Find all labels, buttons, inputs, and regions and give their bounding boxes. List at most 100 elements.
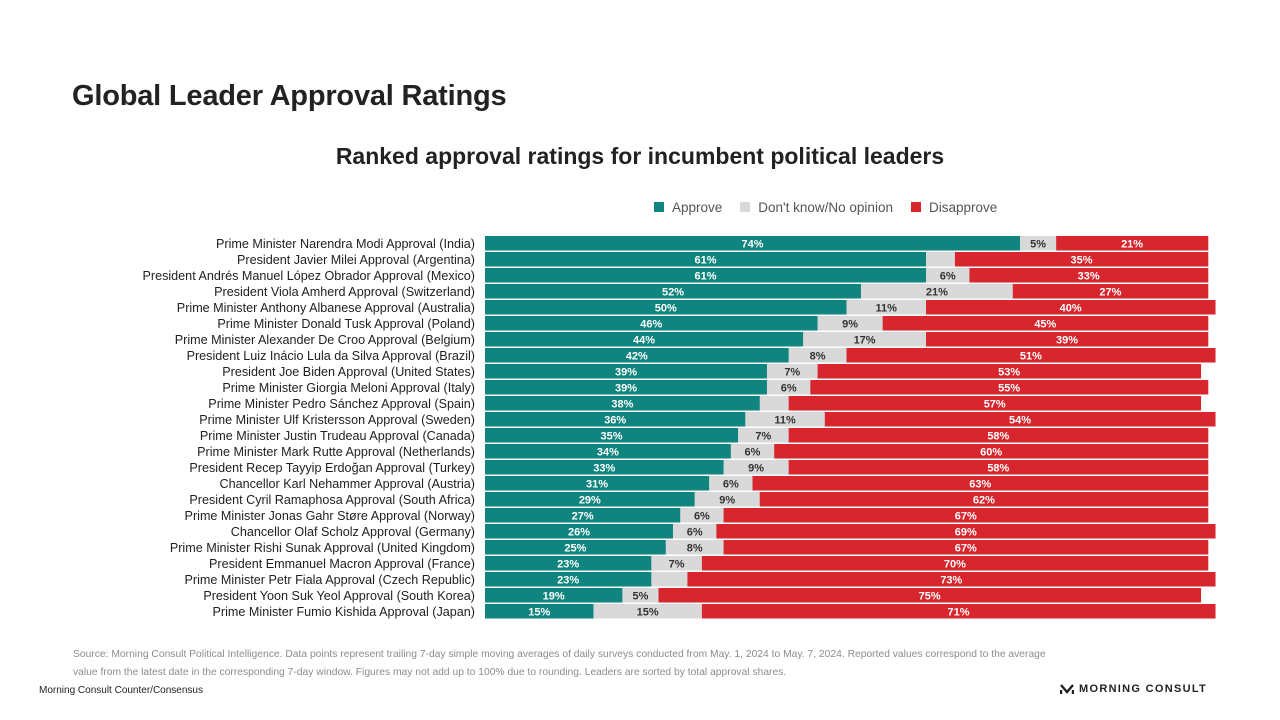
bar-segment-approve [485,284,862,299]
bar-segment-approve [485,428,739,443]
data-label-disapprove: 58% [987,462,1009,474]
bar-segment-disapprove [658,588,1202,603]
category-label: President Cyril Ramaphosa Approval (Sout… [189,493,475,507]
data-label-dont-know: 11% [774,414,796,426]
data-label-approve: 52% [662,286,684,298]
category-label: President Andrés Manuel López Obrador Ap… [142,269,475,283]
category-label: Chancellor Karl Nehammer Approval (Austr… [220,477,475,491]
bar-segment-disapprove [774,444,1209,459]
category-label: President Joe Biden Approval (United Sta… [222,365,475,379]
bar-row: Prime Minister Rishi Sunak Approval (Uni… [170,540,1209,555]
bar-segment-approve [485,332,804,347]
category-label: Prime Minister Giorgia Meloni Approval (… [222,381,475,395]
bar-segment-disapprove [824,412,1216,427]
legend-item-approve: Approve [654,200,722,215]
data-label-disapprove: 54% [1009,414,1031,426]
bar-segment-disapprove [969,268,1209,283]
bar-row: Chancellor Olaf Scholz Approval (Germany… [231,524,1216,539]
category-label: President Luiz Inácio Lula da Silva Appr… [187,349,475,363]
data-label-approve: 29% [579,494,601,506]
bar-segment-disapprove [1056,236,1209,251]
bar-row: Prime Minister Narendra Modi Approval (I… [216,236,1209,251]
bar-segment-dont-know [723,460,789,475]
data-label-disapprove: 58% [987,430,1009,442]
data-label-disapprove: 60% [980,446,1002,458]
data-label-dont-know: 9% [842,318,858,330]
data-label-dont-know: 5% [632,590,648,602]
bar-segment-approve [485,396,761,411]
category-label: Prime Minister Donald Tusk Approval (Pol… [217,317,475,331]
bar-segment-approve [485,540,667,555]
bar-segment-disapprove [759,492,1209,507]
category-label: Prime Minister Anthony Albanese Approval… [177,301,475,315]
bar-segment-disapprove [810,380,1209,395]
bar-segment-disapprove [723,508,1209,523]
data-label-disapprove: 21% [1121,238,1143,250]
category-label: Prime Minister Rishi Sunak Approval (Uni… [170,541,475,555]
bar-segment-dont-know [860,284,1014,299]
bar-segment-dont-know [622,588,659,603]
bar-segment-disapprove [723,540,1209,555]
data-label-disapprove: 67% [955,542,977,554]
bar-segment-disapprove [788,396,1202,411]
bar-segment-dont-know [817,316,883,331]
bar-row: President Andrés Manuel López Obrador Ap… [142,268,1209,283]
data-label-dont-know: 5% [1030,238,1046,250]
source-line-1: Source: Morning Consult Political Intell… [73,649,1046,660]
category-label: President Recep Tayyip Erdoğan Approval … [189,461,475,475]
bar-segment-disapprove [926,332,1209,347]
data-label-disapprove: 63% [969,478,991,490]
data-label-disapprove: 55% [998,382,1020,394]
chart-title: Ranked approval ratings for incumbent po… [335,143,945,169]
data-label-dont-know: 6% [940,270,956,282]
bar-segment-dont-know [738,428,789,443]
bar-segment-dont-know [730,444,775,459]
data-label-dont-know: 6% [694,510,710,522]
footer-brand: MORNING CONSULT [1060,683,1207,695]
bar-segment-approve [485,316,818,331]
bar-segment-disapprove [954,252,1209,267]
bar-segment-disapprove [701,604,1216,619]
bar-segment-dont-know [803,332,927,347]
data-label-dont-know: 7% [784,366,800,378]
stacked-bar-chart: Prime Minister Narendra Modi Approval (I… [142,236,1216,619]
bar-row: President Joe Biden Approval (United Sta… [222,364,1202,379]
data-label-disapprove: 62% [973,494,995,506]
bar-segment-disapprove [788,460,1209,475]
data-label-dont-know: 6% [687,526,703,538]
bar-row: Prime Minister Fumio Kishida Approval (J… [213,604,1216,619]
data-label-disapprove: 69% [955,526,977,538]
data-label-disapprove: 40% [1060,302,1082,314]
legend-swatch-disapprove [910,202,921,212]
bar-row: Prime Minister Anthony Albanese Approval… [177,300,1216,315]
bar-segment-dont-know [593,604,703,619]
bar-row: Prime Minister Donald Tusk Approval (Pol… [217,316,1209,331]
data-label-approve: 50% [655,302,677,314]
data-label-dont-know: 8% [687,542,703,554]
bar-segment-dont-know [788,348,847,363]
bar-segment-disapprove [701,556,1209,571]
category-label: Prime Minister Fumio Kishida Approval (J… [213,605,475,619]
bar-segment-dont-know [709,476,753,491]
bar-segment-approve [485,268,927,283]
bar-row: President Cyril Ramaphosa Approval (Sout… [189,492,1209,507]
bar-segment-dont-know [694,492,761,507]
bar-segment-disapprove [882,316,1209,331]
data-label-disapprove: 45% [1034,318,1056,330]
data-label-disapprove: 51% [1020,350,1042,362]
category-label: Prime Minister Justin Trudeau Approval (… [200,429,475,443]
bar-row: Prime Minister Pedro Sánchez Approval (S… [208,396,1202,411]
data-label-approve: 46% [640,318,662,330]
category-label: Chancellor Olaf Scholz Approval (Germany… [231,525,475,539]
chart-legend: Approve Don't know/No opinion Disapprove [654,198,1015,216]
footer-publication: Morning Consult Counter/Consensus [39,685,203,696]
category-label: Prime Minister Pedro Sánchez Approval (S… [208,397,475,411]
data-label-disapprove: 75% [919,590,941,602]
category-label: President Javier Milei Approval (Argenti… [237,253,475,267]
data-label-approve: 39% [615,366,637,378]
bar-row: Prime Minister Petr Fiala Approval (Czec… [185,572,1216,587]
category-label: President Viola Amherd Approval (Switzer… [214,285,475,299]
bar-segment-dont-know [665,540,724,555]
bar-segment-approve [485,380,768,395]
data-label-approve: 61% [694,270,716,282]
